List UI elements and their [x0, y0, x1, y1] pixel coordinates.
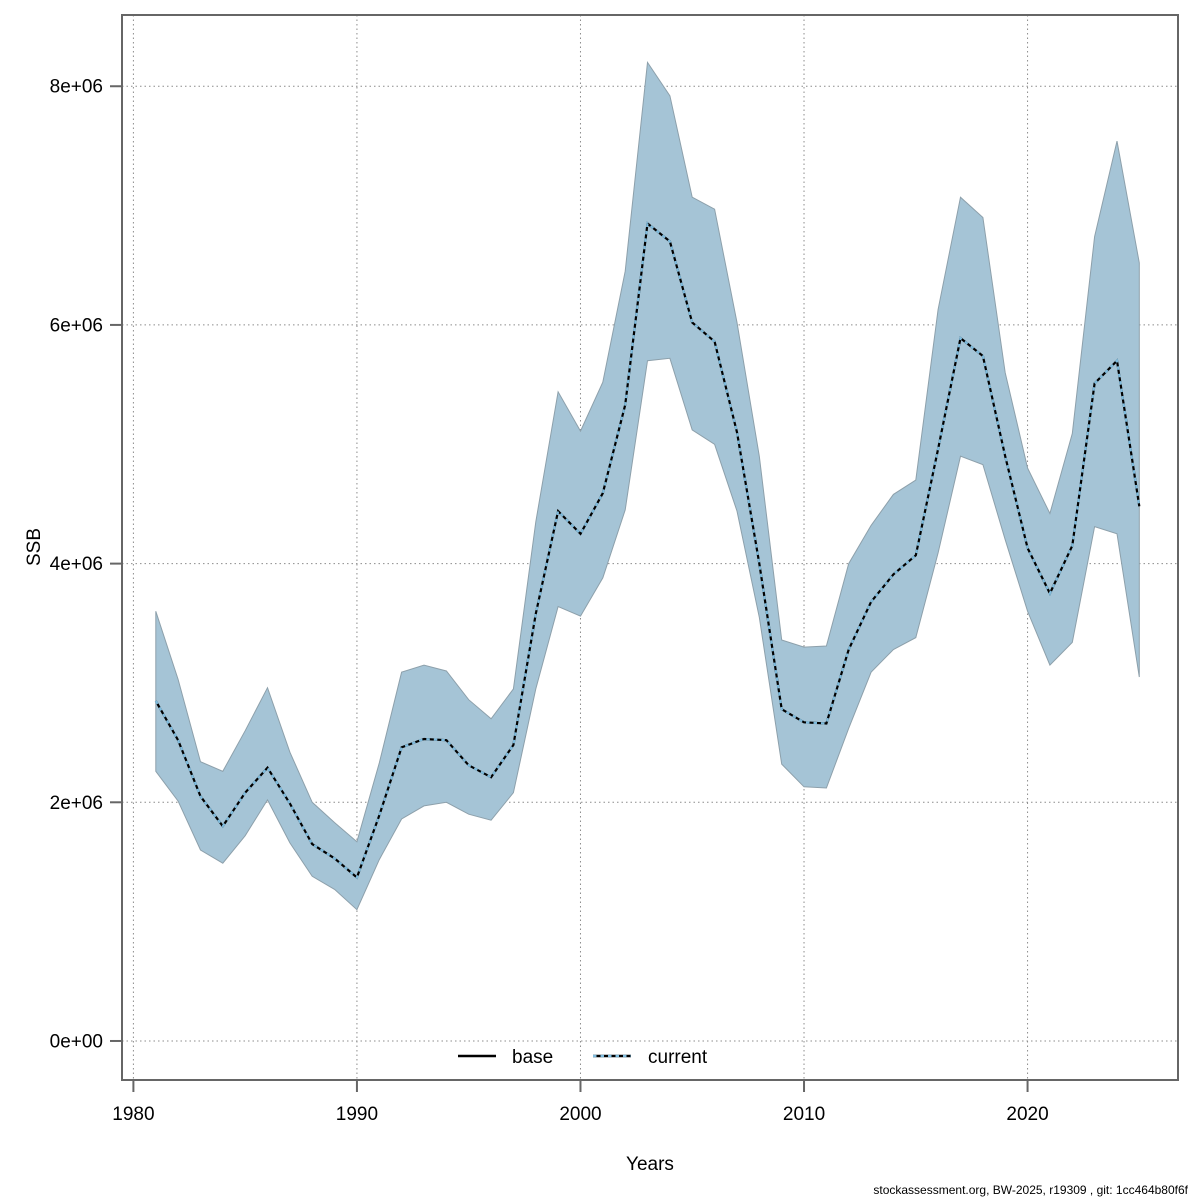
current-series-line	[154, 221, 1141, 880]
y-tick-label: 0e+00	[50, 1031, 103, 1052]
confidence-band-layer	[155, 60, 1140, 911]
y-tick-label: 2e+06	[50, 793, 103, 814]
x-tick-label: 1980	[112, 1104, 154, 1125]
y-axis-title: SSB	[24, 528, 45, 566]
footer-attribution: stockassessment.org, BW-2025, r19309 , g…	[873, 1183, 1188, 1197]
y-tick-label: 8e+06	[50, 77, 103, 98]
x-tick-label: 2000	[559, 1104, 601, 1125]
x-tick-label: 2020	[1006, 1104, 1048, 1125]
legend: base current	[458, 1047, 708, 1068]
axis-tick-layer: 1980 1990 2000 2010 2020 0e+00 2e+06 4e+06 6e+06…	[50, 77, 1049, 1125]
legend-current-label: current	[648, 1047, 708, 1068]
confidence-band	[155, 60, 1140, 911]
x-tick-label: 1990	[336, 1104, 378, 1125]
legend-base-label: base	[512, 1047, 553, 1068]
y-tick-label: 6e+06	[50, 315, 103, 336]
x-tick-label: 2010	[783, 1104, 825, 1125]
y-tick-label: 4e+06	[50, 554, 103, 575]
series-line-layer	[154, 221, 1141, 880]
plot-frame	[121, 14, 1179, 1081]
x-axis-title: Years	[626, 1154, 674, 1175]
